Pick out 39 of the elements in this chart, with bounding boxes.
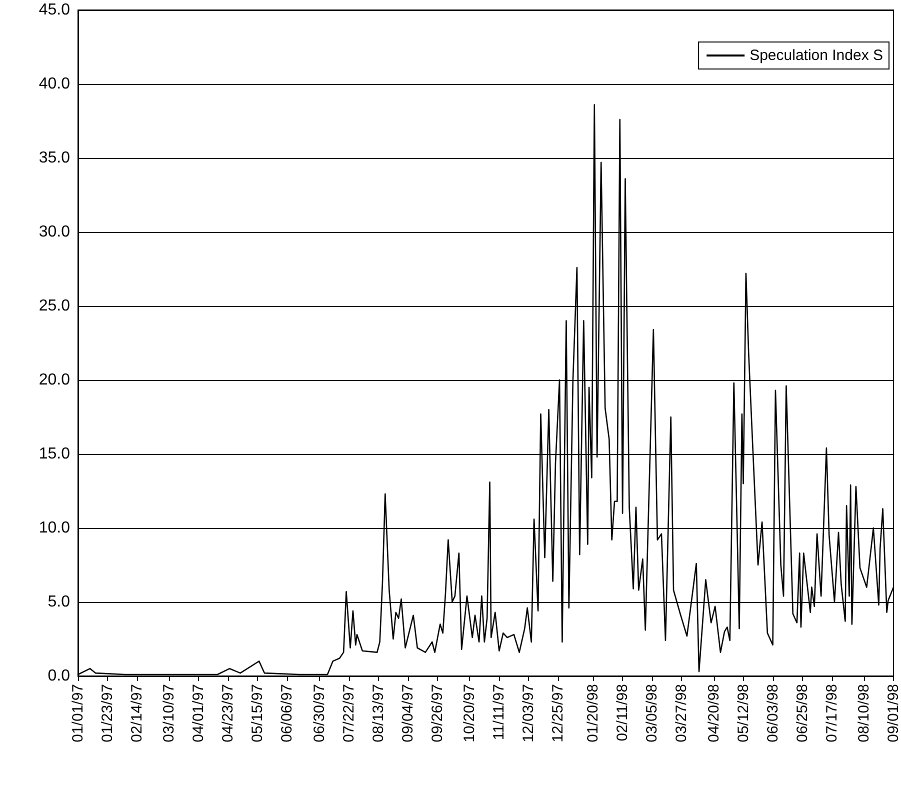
x-tick-label: 06/30/97 (310, 684, 328, 742)
y-tick-label: 20.0 (38, 372, 70, 388)
x-tick-label: 11/11/97 (490, 684, 508, 740)
y-tick-label: 25.0 (38, 298, 70, 314)
x-tick-label: 06/25/98 (794, 684, 811, 742)
y-tick-label: 0.0 (48, 668, 70, 684)
x-tick-label: 01/23/97 (99, 684, 116, 742)
y-tick-label: 40.0 (38, 76, 70, 92)
x-tick-label: 03/05/98 (644, 684, 661, 742)
x-tick-label: 12/25/97 (550, 684, 567, 742)
x-tick-label: 04/20/98 (705, 684, 722, 742)
x-tick-label: 05/12/98 (734, 684, 752, 742)
x-tick-label: 09/01/98 (885, 684, 901, 742)
x-tick-label: 10/20/97 (461, 684, 478, 742)
x-tick-label: 03/10/97 (160, 684, 178, 742)
x-tick-label: 01/20/98 (584, 684, 602, 742)
x-tick-label: 05/15/97 (249, 684, 266, 742)
x-tick-label: 08/10/98 (855, 684, 872, 742)
x-tick-label: 02/11/98 (614, 684, 632, 742)
x-tick-label: 04/23/97 (220, 684, 237, 742)
x-tick-label: 03/27/98 (673, 684, 690, 742)
x-tick-label: 09/26/97 (428, 684, 446, 742)
y-tick-label: 10.0 (38, 520, 70, 536)
legend-label: Speculation Index S (750, 47, 884, 64)
y-tick-label: 35.0 (38, 150, 70, 166)
x-tick-label: 02/14/97 (128, 684, 146, 742)
y-tick-label: 15.0 (38, 446, 70, 462)
x-tick-label: 08/13/97 (370, 684, 387, 742)
x-tick-label: 09/04/97 (399, 684, 416, 742)
y-tick-label: 45.0 (38, 2, 70, 18)
x-tick-label: 12/03/97 (520, 684, 538, 742)
x-tick-label: 07/22/97 (340, 684, 358, 742)
x-tick-label: 01/01/97 (70, 684, 86, 742)
x-tick-label: 06/06/97 (278, 684, 296, 742)
x-tick-label: 06/03/98 (764, 684, 782, 742)
y-tick-label: 30.0 (38, 224, 70, 240)
x-tick-label: 04/01/97 (190, 684, 208, 742)
x-tick-label: 07/17/98 (823, 684, 840, 742)
y-tick-label: 5.0 (48, 594, 70, 610)
